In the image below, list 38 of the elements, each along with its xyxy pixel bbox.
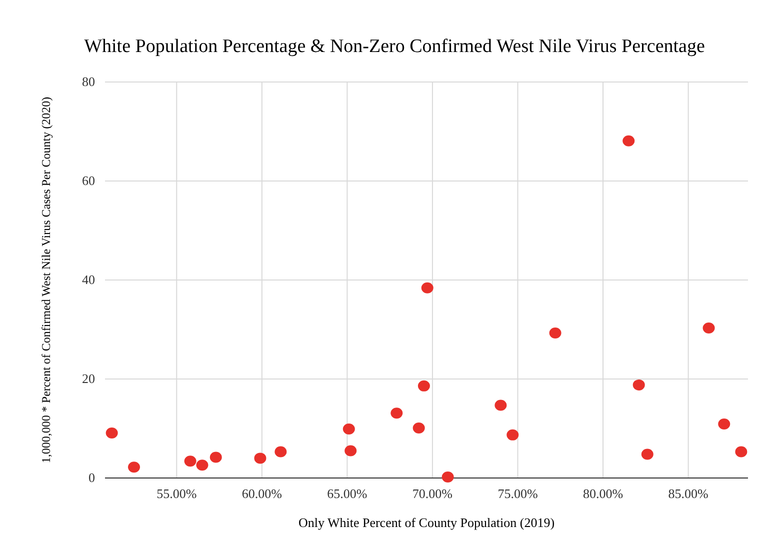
y-tick-label: 60 <box>82 173 95 188</box>
point <box>106 427 118 438</box>
point <box>506 429 519 440</box>
point <box>184 456 196 467</box>
point <box>641 448 654 460</box>
x-tick-label: 80.00% <box>582 486 624 501</box>
y-tick-label: 40 <box>82 272 95 287</box>
x-tick-label: 55.00% <box>156 486 197 501</box>
point <box>421 282 434 294</box>
point <box>412 422 425 434</box>
chart-title: White Population Percentage & Non-Zero Confirmed West Nile Virus Percentage <box>84 36 705 57</box>
point <box>390 408 403 419</box>
point <box>702 322 715 334</box>
point <box>274 446 287 458</box>
point <box>418 380 430 392</box>
x-axis-title: Only White Percent of County Population (2019) <box>298 515 555 530</box>
y-tick-label: 80 <box>82 74 95 89</box>
point <box>344 445 357 456</box>
point <box>735 446 748 458</box>
point <box>442 472 454 483</box>
point <box>718 418 730 430</box>
x-tick-label: 65.00% <box>327 486 368 501</box>
x-tick-label: 60.00% <box>242 486 282 501</box>
point <box>622 135 635 146</box>
y-tick-label: 20 <box>82 371 95 386</box>
y-tick-label: 0 <box>88 470 95 485</box>
point <box>549 327 562 338</box>
point <box>196 460 208 471</box>
point <box>254 452 266 464</box>
y-axis-title: 1,000,000 * Percent of Confirmed West Nile Virus Cases Per County (2020) <box>39 96 53 464</box>
x-tick-label: 70.00% <box>412 486 453 501</box>
point <box>632 379 645 390</box>
point <box>342 423 355 434</box>
point <box>210 452 222 463</box>
point <box>128 462 140 473</box>
point <box>494 400 507 411</box>
x-tick-label: 85.00% <box>668 486 709 501</box>
x-tick-label: 75.00% <box>498 486 538 501</box>
